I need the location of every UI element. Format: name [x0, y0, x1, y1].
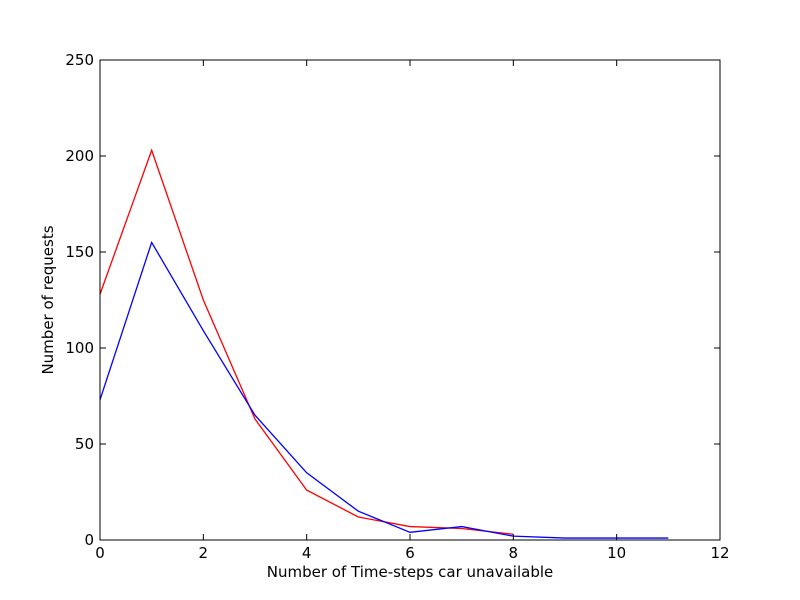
x-tick-label: 0 [95, 544, 105, 562]
y-axis-label: Number of requests [39, 225, 57, 374]
y-tick-label: 200 [65, 147, 94, 165]
y-tick-label: 150 [65, 243, 94, 261]
y-tick-label: 100 [65, 339, 94, 357]
x-tick-label: 12 [710, 544, 729, 562]
y-tick-label: 50 [75, 435, 94, 453]
series-layer [99, 148, 669, 539]
x-tick-label: 10 [607, 544, 626, 562]
y-tick-label: 250 [65, 51, 94, 69]
y-tick-label: 0 [84, 531, 94, 549]
x-tick-label: 6 [405, 544, 415, 562]
x-tick-label: 2 [199, 544, 209, 562]
tick-layer: 0 2 4 6 8 10 12 0 50 100 150 200 250 [65, 51, 729, 562]
x-axis-label: Number of Time-steps car unavailable [267, 563, 554, 581]
x-tick-label: 4 [302, 544, 312, 562]
x-tick-label: 8 [509, 544, 519, 562]
series-line-1 [99, 240, 669, 539]
